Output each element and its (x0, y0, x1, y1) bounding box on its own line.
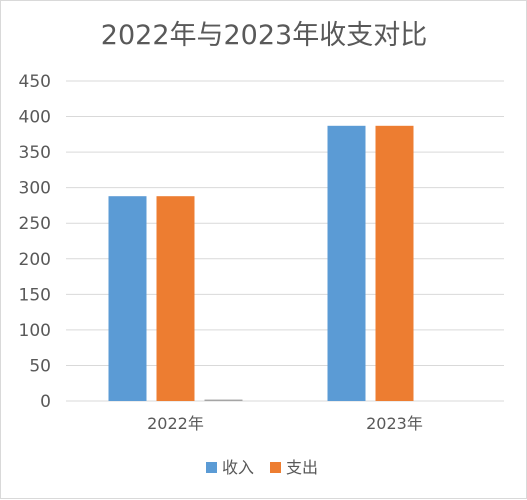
legend-swatch (206, 462, 217, 473)
y-tick-label: 200 (19, 250, 51, 270)
chart-title: 2022年与2023年收支对比 (101, 20, 427, 51)
x-axis: 2022年 2023年 (147, 414, 423, 433)
bar-支出-2022年 (156, 196, 195, 401)
x-tick-label: 2023年 (366, 414, 423, 433)
legend: 收入 支出 (206, 458, 318, 477)
y-tick-label: 450 (19, 72, 51, 92)
bar-series-3-2022年 (204, 399, 243, 401)
y-tick-label: 50 (29, 356, 51, 376)
x-tick-label: 2022年 (147, 414, 204, 433)
y-tick-label: 250 (19, 214, 51, 234)
y-tick-label: 0 (40, 392, 51, 412)
bar-支出-2023年 (375, 125, 414, 402)
bar-收入-2022年 (108, 196, 147, 401)
legend-label: 支出 (286, 458, 318, 477)
legend-swatch (270, 462, 281, 473)
legend-label: 收入 (222, 458, 254, 477)
y-tick-label: 100 (19, 321, 51, 341)
y-axis: 0 50 100 150 200 250 300 350 400 450 (19, 72, 51, 412)
y-tick-label: 150 (19, 285, 51, 305)
y-tick-label: 350 (19, 143, 51, 163)
y-tick-label: 300 (19, 179, 51, 199)
bar-收入-2023年 (327, 125, 366, 402)
bars (108, 125, 414, 402)
y-tick-label: 400 (19, 108, 51, 128)
